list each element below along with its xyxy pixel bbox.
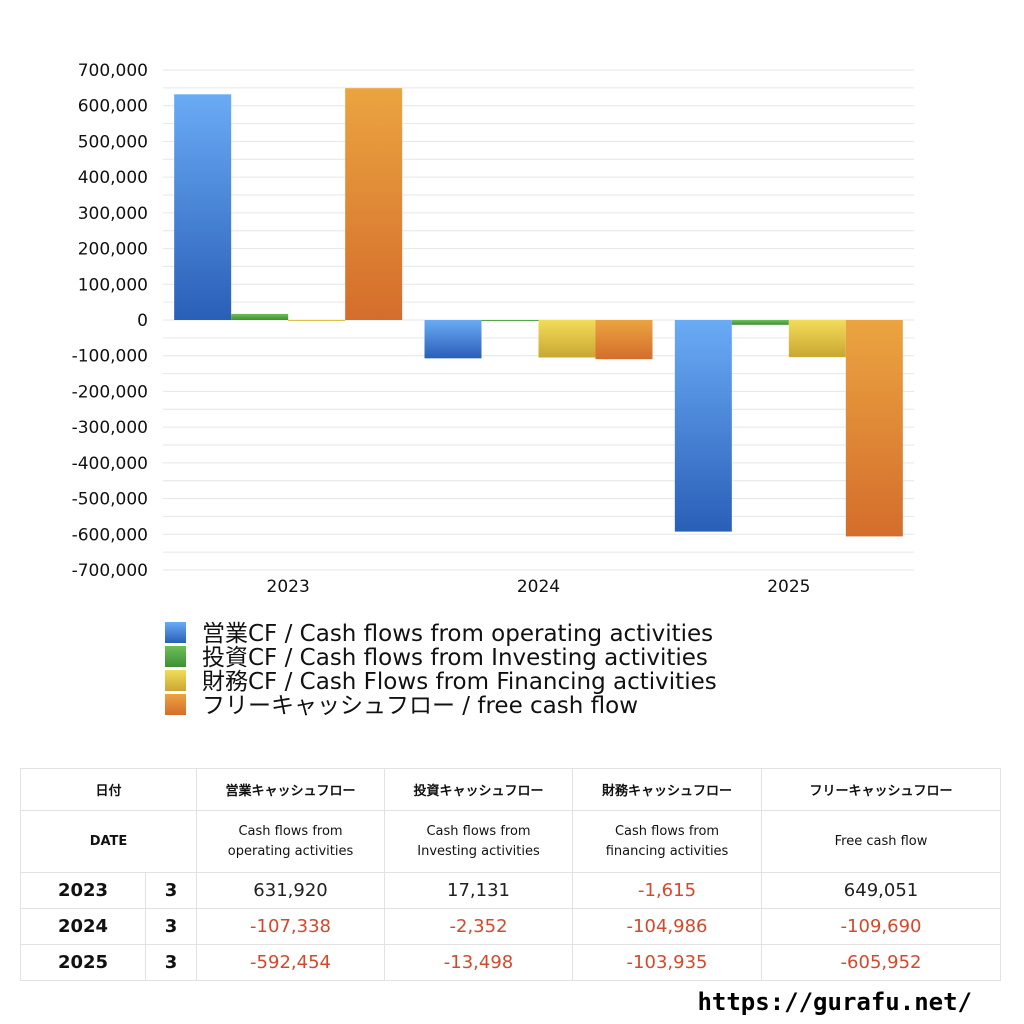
legend: 営業CF / Cash flows from operating activit… — [165, 621, 717, 719]
bar — [288, 320, 346, 321]
bar — [674, 320, 732, 532]
y-tick-label: -300,000 — [72, 418, 148, 438]
bar — [731, 320, 789, 325]
table-row: 2023 3 631,920 17,131 -1,615 649,051 — [20, 872, 1002, 909]
legend-entry: 投資CF / Cash flows from Investing activit… — [202, 645, 708, 671]
y-tick-label: 700,000 — [78, 61, 148, 81]
y-tick-label: 400,000 — [78, 168, 148, 188]
bars — [174, 88, 903, 537]
header-investing-jp: 投資キャッシュフロー — [384, 768, 574, 811]
y-tick-label: -100,000 — [72, 347, 148, 367]
header-free-en: Free cash flow — [761, 810, 1002, 873]
y-tick-label: 100,000 — [78, 275, 148, 295]
x-category-label: 2023 — [267, 577, 310, 597]
row-free: -109,690 — [761, 908, 1002, 945]
table-row: 2024 3 -107,338 -2,352 -104,986 -109,690 — [20, 908, 1002, 945]
bar — [174, 94, 232, 320]
legend-entry: 財務CF / Cash Flows from Financing activit… — [202, 669, 717, 695]
y-tick-label: 0 — [137, 311, 148, 331]
cash-flow-table: 日付 営業キャッシュフロー 投資キャッシュフロー 財務キャッシュフロー フリーキ… — [19, 768, 1002, 981]
header-date-en: DATE — [19, 810, 198, 873]
row-investing: -2,352 — [384, 908, 574, 945]
header-financing-en-line1: Cash flows from — [614, 823, 720, 839]
row-financing: -104,986 — [572, 908, 763, 945]
y-tick-label: 600,000 — [78, 97, 148, 117]
table-row: 2025 3 -592,454 -13,498 -103,935 -605,95… — [20, 944, 1002, 981]
header-financing-jp: 財務キャッシュフロー — [572, 768, 763, 811]
header-free-jp: フリーキャッシュフロー — [761, 768, 1002, 811]
header-financing-en: Cash flows from financing activities — [572, 810, 763, 873]
header-operating-jp: 営業キャッシュフロー — [196, 768, 386, 811]
header-investing-en: Cash flows from Investing activities — [384, 810, 574, 873]
header-date-jp: 日付 — [19, 768, 198, 811]
bar — [788, 320, 846, 358]
row-year: 2024 — [20, 908, 146, 945]
header-investing-en-line2: Investing activities — [417, 843, 540, 859]
header-financing-en-line2: financing activities — [605, 843, 729, 859]
row-financing: -103,935 — [572, 944, 763, 981]
y-axis-ticks: 700,000 600,000 500,000 400,000 300,000 200,0… — [72, 61, 148, 581]
bar — [231, 313, 289, 320]
row-month: 3 — [144, 908, 198, 945]
header-operating-en: Cash flows from operating activities — [196, 810, 386, 873]
x-category-label: 2025 — [767, 577, 810, 597]
y-tick-label: -200,000 — [72, 382, 148, 402]
y-tick-label: -700,000 — [72, 561, 148, 581]
y-tick-label: 200,000 — [78, 240, 148, 260]
row-year: 2023 — [20, 872, 146, 909]
legend-swatch — [165, 646, 186, 667]
bar — [845, 320, 903, 537]
y-tick-label: 500,000 — [78, 132, 148, 152]
y-tick-label: -400,000 — [72, 454, 148, 474]
row-operating: 631,920 — [196, 872, 386, 909]
bar — [424, 320, 482, 359]
legend-swatch — [165, 622, 186, 643]
row-operating: -107,338 — [196, 908, 386, 945]
table-header-jp: 日付 営業キャッシュフロー 投資キャッシュフロー 財務キャッシュフロー フリーキ… — [19, 768, 1002, 811]
row-investing: 17,131 — [384, 872, 574, 909]
table-header-en: DATE Cash flows from operating activities… — [19, 810, 1002, 873]
bar — [345, 88, 403, 320]
bar — [538, 320, 596, 358]
row-free: -605,952 — [761, 944, 1002, 981]
y-tick-label: -500,000 — [72, 490, 148, 510]
row-year: 2025 — [20, 944, 146, 981]
row-investing: -13,498 — [384, 944, 574, 981]
bar — [481, 320, 539, 321]
legend-entry: 営業CF / Cash flows from operating activit… — [202, 621, 713, 647]
header-operating-en-line2: operating activities — [227, 843, 354, 859]
row-operating: -592,454 — [196, 944, 386, 981]
legend-entry: フリーキャッシュフロー / free cash flow — [202, 693, 638, 719]
site-url: https://gurafu.net/ — [697, 988, 972, 1016]
bar — [595, 320, 653, 360]
header-investing-en-line1: Cash flows from — [426, 823, 531, 839]
legend-swatch — [165, 670, 186, 691]
y-tick-label: -600,000 — [72, 525, 148, 545]
row-free: 649,051 — [761, 872, 1002, 909]
row-financing: -1,615 — [572, 872, 763, 909]
row-month: 3 — [144, 872, 198, 909]
cash-flow-bar-chart: 700,000 600,000 500,000 400,000 300,000 200,0… — [72, 61, 914, 719]
y-tick-label: 300,000 — [78, 204, 148, 224]
legend-swatch — [165, 694, 186, 715]
x-axis-categories: 2023 2024 2025 — [267, 577, 811, 597]
x-category-label: 2024 — [517, 577, 560, 597]
row-month: 3 — [144, 944, 198, 981]
header-operating-en-line1: Cash flows from — [238, 823, 343, 839]
